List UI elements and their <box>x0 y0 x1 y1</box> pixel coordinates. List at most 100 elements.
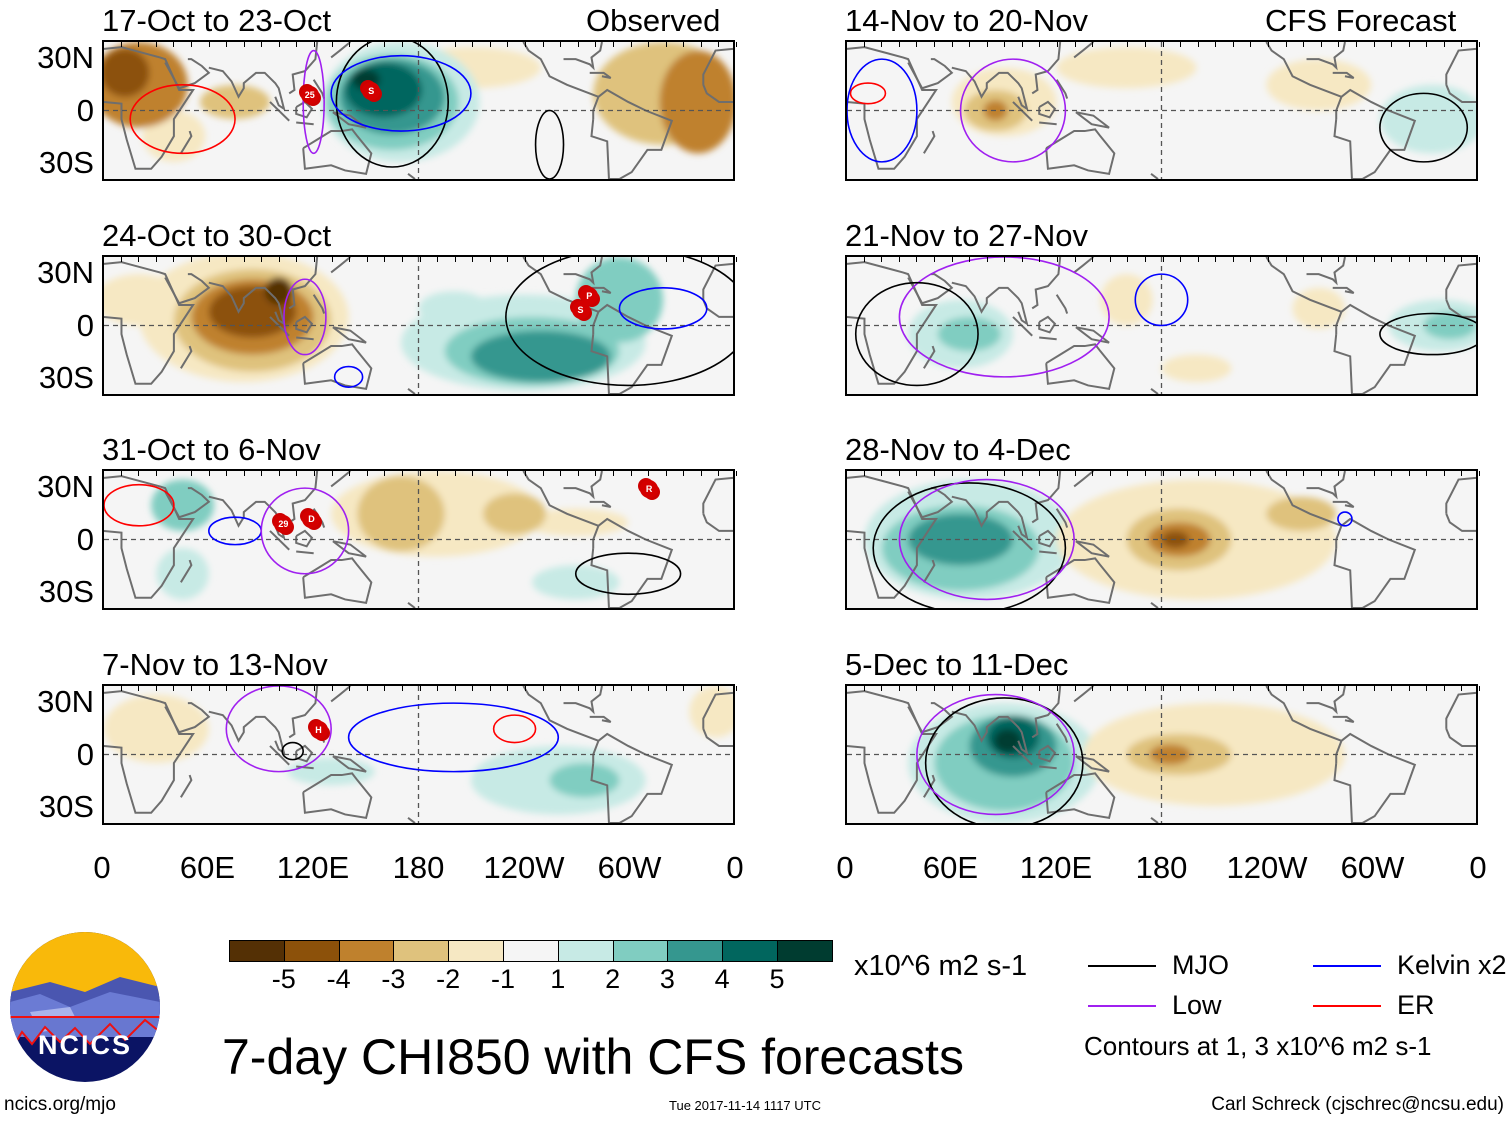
tropical-cyclone-marker: P <box>580 286 599 305</box>
coastline <box>924 560 934 582</box>
lon-tick <box>630 686 632 691</box>
lon-tick <box>190 686 192 691</box>
lon-tick <box>969 686 971 691</box>
lon-tick <box>243 686 245 691</box>
lon-tick <box>226 471 228 476</box>
positive-anomaly-shading <box>345 62 422 118</box>
negative-anomaly-shading <box>1149 744 1192 765</box>
lon-tick <box>898 257 900 262</box>
lon-tick <box>612 686 614 691</box>
coastline <box>1057 80 1067 99</box>
lon-tick <box>1039 257 1041 262</box>
colorbar-swatch <box>393 940 450 962</box>
positive-anomaly-shading <box>287 757 375 786</box>
coastline <box>1057 509 1067 528</box>
lon-tick <box>986 686 988 691</box>
lon-tick <box>173 686 175 691</box>
site-link[interactable]: ncics.org/mjo <box>4 1094 116 1115</box>
lon-tick <box>881 257 883 262</box>
lon-tick <box>454 686 456 691</box>
coastline <box>564 471 602 497</box>
lon-tick <box>863 257 865 262</box>
lon-tick <box>190 42 192 47</box>
coastline <box>1446 693 1476 729</box>
coastline <box>1151 818 1158 823</box>
coastline <box>303 129 371 174</box>
coastline <box>1307 686 1345 712</box>
lon-tick <box>933 686 935 691</box>
coastline <box>591 90 671 179</box>
lon-tick <box>683 686 685 691</box>
coastline <box>1074 42 1093 57</box>
coastline <box>1057 295 1067 314</box>
lon-tick <box>349 686 351 691</box>
negative-anomaly-shading <box>689 686 733 738</box>
lon-label: 120W <box>1226 850 1308 885</box>
lon-tick <box>916 471 918 476</box>
low-contour <box>961 59 1066 162</box>
lon-tick <box>1320 42 1322 47</box>
lon-tick <box>419 471 421 476</box>
lon-tick <box>736 42 737 47</box>
lat-label: 0 <box>76 522 94 557</box>
coastline <box>1334 734 1414 823</box>
lat-label: 0 <box>76 737 94 772</box>
lon-tick <box>437 42 439 47</box>
lon-tick <box>1180 471 1182 476</box>
lon-tick <box>296 257 298 262</box>
lon-tick <box>951 257 953 262</box>
lon-tick <box>595 686 597 691</box>
lon-tick <box>1162 257 1164 262</box>
lon-tick <box>1144 42 1146 47</box>
lon-tick <box>898 42 900 47</box>
lon-tick <box>401 686 403 691</box>
colorbar-label: 5 <box>769 964 785 994</box>
colorbar-label: 3 <box>659 964 675 994</box>
legend-label: MJO <box>1172 950 1229 980</box>
panel-title: 14-Nov to 20-Nov <box>845 3 1088 38</box>
lon-tick <box>1479 257 1480 262</box>
low-contour <box>899 480 1074 600</box>
lon-tick <box>314 42 315 47</box>
lon-tick <box>1109 686 1111 691</box>
negative-anomaly-shading <box>104 274 183 326</box>
lon-tick <box>103 686 104 691</box>
lon-tick <box>1232 257 1234 262</box>
lon-tick <box>243 471 245 476</box>
coastline <box>703 85 733 102</box>
tropical-cyclone-marker: 29 <box>274 514 293 533</box>
lon-tick <box>489 471 491 476</box>
lat-label: 30N <box>37 469 94 504</box>
lon-tick <box>718 257 720 262</box>
lon-tick <box>1391 471 1393 476</box>
colorbar-label: -2 <box>436 964 461 994</box>
coastline <box>703 693 733 729</box>
lon-tick <box>1373 42 1375 47</box>
coastline <box>289 257 317 308</box>
coastline <box>333 756 366 771</box>
tropical-cyclone-marker: S <box>571 300 590 319</box>
coastline <box>590 73 611 78</box>
legend-line <box>1313 965 1381 967</box>
low-contour <box>303 51 324 154</box>
kelvin-contour <box>349 703 559 772</box>
map-panel <box>845 684 1480 825</box>
coastline <box>1039 531 1055 546</box>
coastline <box>331 471 350 486</box>
panel-title: 17-Oct to 23-Oct <box>102 3 332 38</box>
negative-anomaly-shading <box>104 48 150 97</box>
lon-label: 180 <box>392 850 445 885</box>
coastline <box>104 691 193 813</box>
lon-tick <box>881 471 883 476</box>
lon-tick <box>138 471 140 476</box>
lon-tick <box>1092 471 1094 476</box>
coastline <box>1266 686 1341 741</box>
lon-tick <box>138 257 140 262</box>
lon-tick <box>1127 257 1129 262</box>
coastline <box>1046 558 1114 603</box>
lon-tick <box>208 257 210 262</box>
lon-tick <box>630 42 632 47</box>
lon-tick <box>1461 257 1463 262</box>
lon-tick <box>1268 471 1269 476</box>
coastline <box>1446 478 1476 514</box>
